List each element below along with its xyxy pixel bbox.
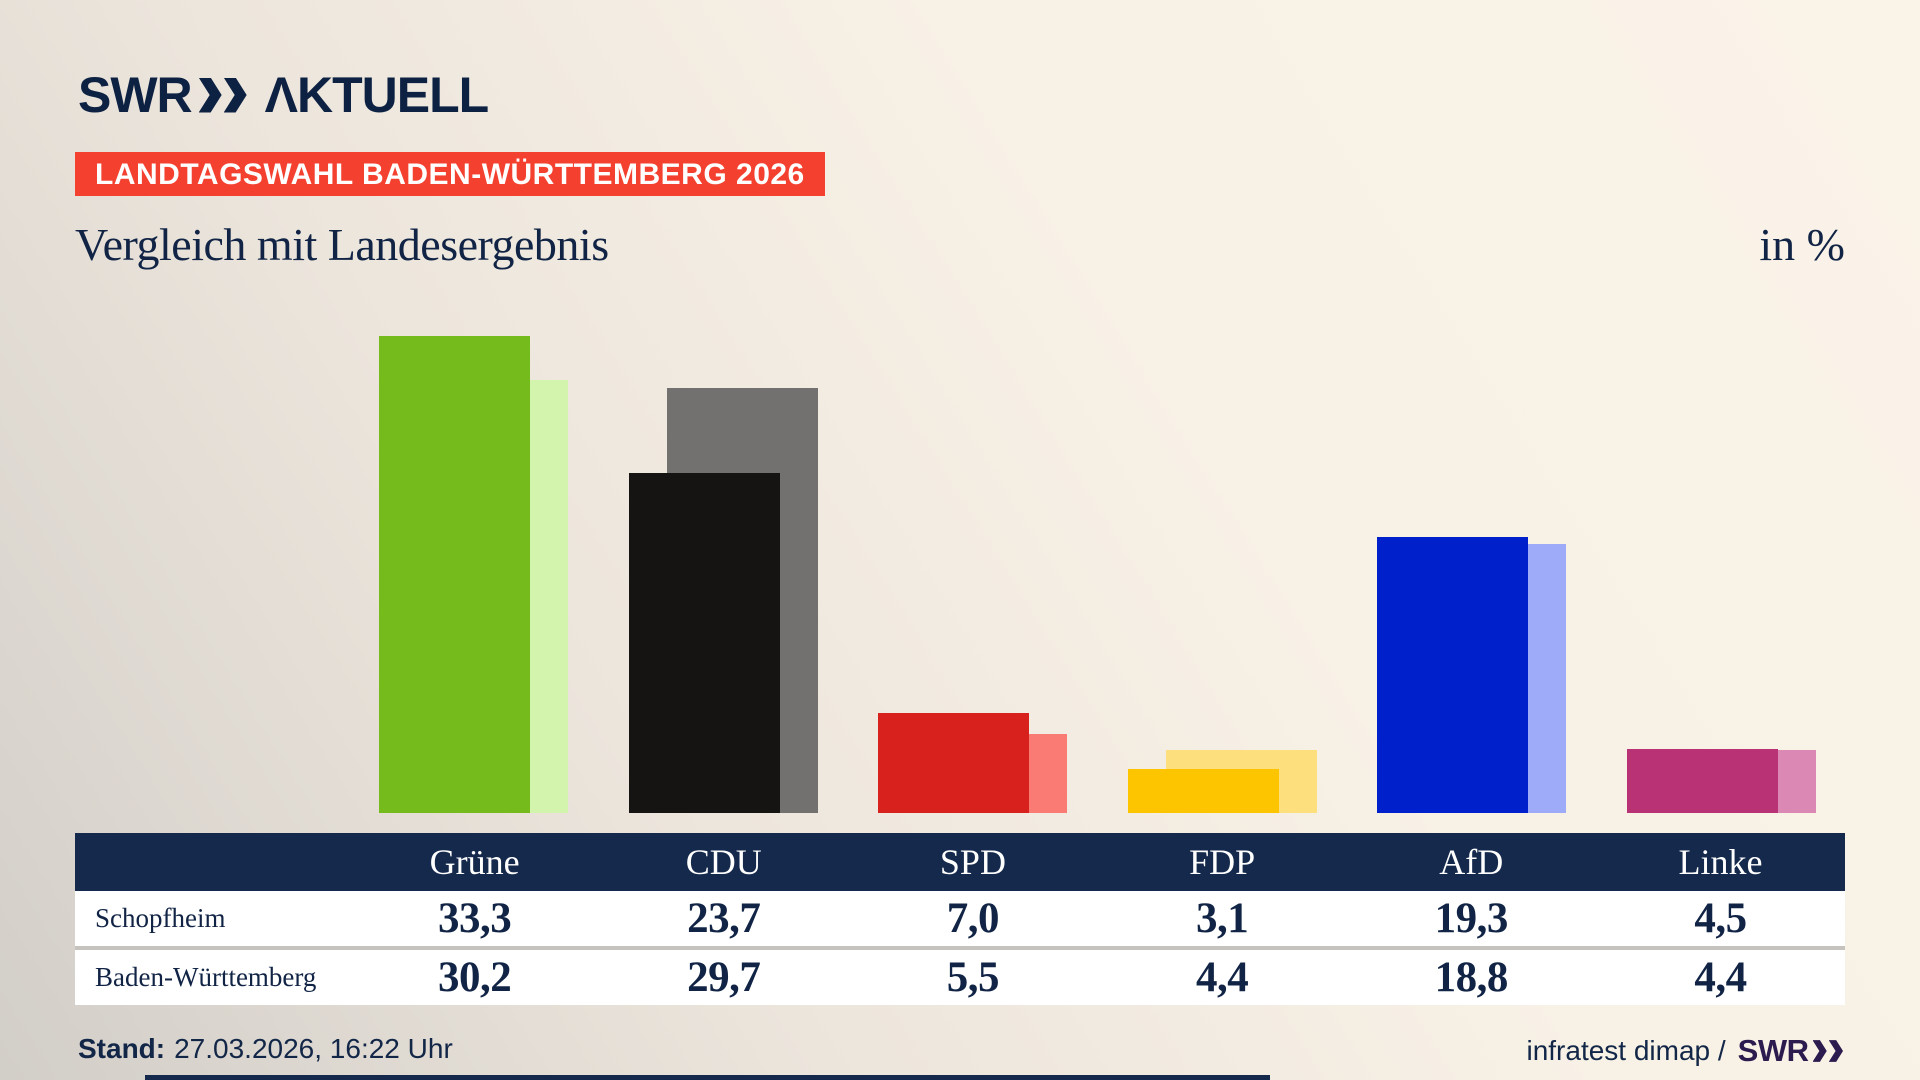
results-table: Grüne CDU SPD FDP AfD Linke Schopfheim 33,3 23,… [75,833,1845,1005]
row-label-schopfheim: Schopfheim [95,903,226,933]
table-header-cdu: CDU [685,842,762,882]
timestamp: Stand: 27.03.2026, 16:22 Uhr [78,1033,453,1065]
value-baden-wuerttemberg-linke: 4,4 [1694,954,1747,1001]
value-schopfheim-linke: 4,5 [1694,895,1747,942]
value-schopfheim-cdu: 23,7 [687,895,761,942]
table-row-schopfheim: Schopfheim 33,3 23,7 7,0 3,1 19,3 4,5 [75,891,1845,946]
results-table-header: Grüne CDU SPD FDP AfD Linke [75,833,1845,891]
row-label-baden-wuerttemberg: Baden-Württemberg [95,962,317,992]
timestamp-label: Stand: [78,1033,166,1064]
chart-title: Vergleich mit Landesergebnis [75,219,609,270]
source-swr-chevrons-icon [1812,1040,1846,1062]
table-header-spd: SPD [939,842,1006,882]
table-header-linke: Linke [1678,842,1763,882]
results-table-body: Schopfheim 33,3 23,7 7,0 3,1 19,3 4,5 Baden-Wür… [75,891,1845,1005]
swr-chevrons-icon [198,77,249,113]
value-baden-wuerttemberg-fdp: 4,4 [1195,954,1249,1001]
table-row-baden-wuerttemberg: Baden-Württemberg 30,2 29,7 5,5 4,4 18,8 4,4 [75,950,1845,1005]
source-text: infratest dimap / [1526,1035,1726,1066]
value-schopfheim-fdp: 3,1 [1195,895,1249,942]
source-swr-text: SWR [1737,1033,1809,1068]
value-schopfheim-spd: 7,0 [946,895,1000,942]
table-header-gruene: Grüne [429,842,520,882]
table-header-fdp: FDP [1189,842,1256,882]
table-row-divider [75,946,1845,950]
value-schopfheim-gruene: 33,3 [437,895,512,942]
timestamp-value: 27.03.2026, 16:22 Uhr [174,1033,453,1064]
bar-main-cdu [629,473,780,813]
swr-aktuell-logo: SWR ΛKTUELL [78,66,490,124]
bar-main-afd [1377,537,1528,813]
bar-main-gruene [379,336,530,813]
value-baden-wuerttemberg-afd: 18,8 [1434,954,1509,1001]
value-baden-wuerttemberg-gruene: 30,2 [437,954,512,1001]
value-baden-wuerttemberg-cdu: 29,7 [687,954,761,1001]
table-header-afd: AfD [1439,842,1504,882]
bar-main-spd [878,713,1029,813]
value-schopfheim-afd: 19,3 [1434,895,1509,942]
logo-swr-text: SWR [78,67,193,123]
bar-main-fdp [1128,769,1279,813]
source-swr-logo: SWR [1738,1033,1845,1069]
bar-main-linke [1627,749,1778,813]
election-banner: LANDTAGSWAHL BADEN-WÜRTTEMBERG 2026 [75,152,825,196]
bottom-accent-bar [145,1075,1270,1080]
logo-aktuell-text: ΛKTUELL [264,67,490,123]
value-baden-wuerttemberg-spd: 5,5 [946,954,1000,1001]
source-credit: infratest dimap / SWR [1526,1033,1845,1069]
unit-label: in % [1759,219,1845,270]
